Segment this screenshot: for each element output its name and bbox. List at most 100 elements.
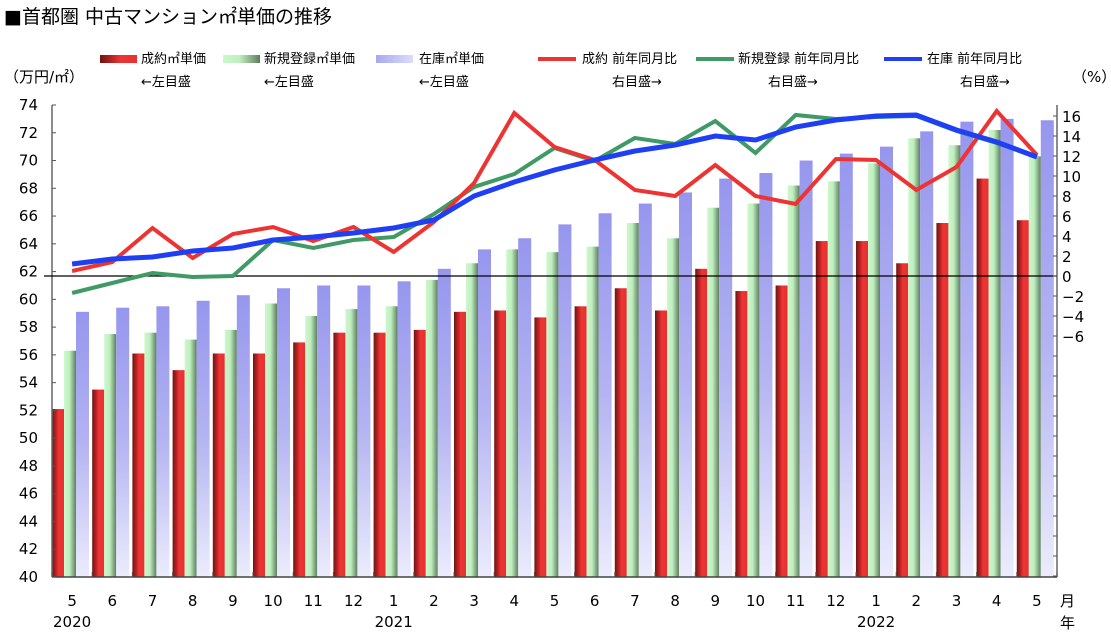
bar-inventory: [156, 306, 170, 577]
bars: [52, 118, 1054, 578]
legend-note: ←左目盛: [419, 75, 469, 90]
bar-contract: [52, 409, 64, 577]
bar-contract: [413, 329, 426, 577]
right-tick-label: 12: [1062, 148, 1081, 166]
bar-new-listing: [626, 223, 639, 577]
x-tick-label: 3: [469, 592, 479, 610]
line-contract-yoy: [71, 107, 1039, 273]
legend-label: 在庫㎡単価: [419, 51, 484, 67]
bar-new-listing: [868, 163, 880, 577]
left-tick-label: 58: [19, 318, 38, 336]
bar-new-listing: [546, 252, 559, 577]
x-tick-label: 2: [429, 592, 439, 610]
bar-contract: [695, 268, 708, 577]
left-tick-label: 54: [19, 374, 38, 392]
x-tick-label: 6: [590, 592, 600, 610]
bar-new-listing: [104, 334, 117, 577]
right-tick-label: 14: [1062, 128, 1081, 146]
bar-new-listing: [948, 145, 961, 577]
legend-swatch: [223, 55, 260, 63]
bar-inventory: [759, 173, 773, 577]
x-year-label: 2020: [53, 613, 91, 631]
x-tick-label: 8: [188, 592, 198, 610]
x-tick-label: 7: [630, 592, 640, 610]
legend-note: 右目盛→: [768, 75, 818, 90]
bar-new-listing: [586, 246, 599, 577]
bar-new-listing: [64, 350, 76, 577]
bar-contract: [373, 332, 386, 577]
legend-note: ←左目盛: [264, 75, 314, 90]
bar-new-listing: [707, 207, 720, 577]
left-tick-label: 56: [19, 346, 38, 364]
bar-new-listing: [827, 181, 840, 577]
bar-new-listing: [305, 316, 318, 577]
bar-inventory: [357, 285, 371, 577]
axes: 4042444648505254565860626466687072741614…: [19, 96, 1084, 586]
bar-inventory: [196, 300, 210, 577]
bar-contract: [775, 285, 788, 577]
left-tick-label: 72: [19, 124, 38, 142]
x-tick-label: 11: [304, 592, 323, 610]
left-tick-label: 64: [19, 235, 38, 253]
bar-contract: [92, 389, 105, 577]
x-tick-label: 3: [952, 592, 962, 610]
bar-contract: [735, 291, 748, 577]
bar-contract: [494, 310, 507, 577]
bar-inventory: [437, 268, 451, 577]
x-tick-label: 6: [108, 592, 118, 610]
bar-inventory: [277, 288, 290, 577]
bar-new-listing: [667, 238, 679, 578]
bar-contract: [212, 353, 225, 577]
bar-inventory: [1040, 120, 1054, 577]
x-tick-label: 8: [670, 592, 680, 610]
bar-inventory: [839, 153, 853, 577]
x-tick-label: 4: [510, 592, 520, 610]
bar-new-listing: [265, 303, 277, 577]
bar-contract: [454, 311, 466, 577]
legend-label: 成約㎡単価: [141, 51, 206, 67]
bar-contract: [976, 178, 989, 577]
left-tick-label: 62: [19, 263, 38, 281]
x-tick-label: 10: [264, 592, 283, 610]
x-tick-label: 7: [148, 592, 158, 610]
bar-inventory: [558, 224, 572, 577]
bar-inventory: [397, 281, 411, 577]
left-tick-label: 60: [19, 290, 38, 308]
bar-inventory: [518, 238, 532, 578]
x-axis-year-label: 年: [1060, 614, 1075, 632]
legend: 成約㎡単価 ←左目盛 新規登録㎡単価 ←左目盛 在庫㎡単価 ←左目盛 成約 前年同月比右目盛…: [100, 51, 1022, 90]
left-tick-label: 40: [19, 568, 38, 586]
legend-swatch: [100, 55, 137, 63]
left-tick-label: 70: [19, 152, 38, 170]
legend-label: 在庫 前年同月比: [927, 51, 1022, 67]
bar-new-listing: [747, 203, 760, 578]
x-year-label: 2022: [857, 613, 895, 631]
left-tick-label: 74: [19, 96, 38, 114]
left-axis-unit: （万円/㎡）: [4, 68, 84, 86]
bar-inventory: [920, 131, 934, 577]
bar-new-listing: [184, 339, 197, 577]
bar-inventory: [880, 146, 893, 577]
right-tick-label: 10: [1062, 168, 1081, 186]
left-tick-label: 52: [19, 401, 38, 419]
bar-inventory: [638, 203, 652, 578]
left-tick-label: 44: [19, 512, 38, 530]
x-tick-label: 10: [746, 592, 765, 610]
x-tick-label: 2: [912, 592, 922, 610]
line-inventory-yoy: [71, 112, 1038, 267]
bar-inventory: [719, 178, 733, 577]
right-tick-label: 8: [1062, 188, 1072, 206]
x-tick-label: 9: [228, 592, 238, 610]
right-tick-label: 16: [1062, 108, 1081, 126]
x-axis-month-label: 月: [1060, 592, 1075, 610]
left-tick-label: 68: [19, 179, 38, 197]
left-tick-label: 48: [19, 457, 38, 475]
bar-inventory: [76, 311, 89, 577]
x-year-label: 2021: [375, 613, 413, 631]
bar-new-listing: [425, 279, 438, 577]
bar-inventory: [799, 160, 813, 577]
legend-label: 新規登録㎡単価: [264, 51, 355, 67]
bar-inventory: [478, 249, 491, 577]
